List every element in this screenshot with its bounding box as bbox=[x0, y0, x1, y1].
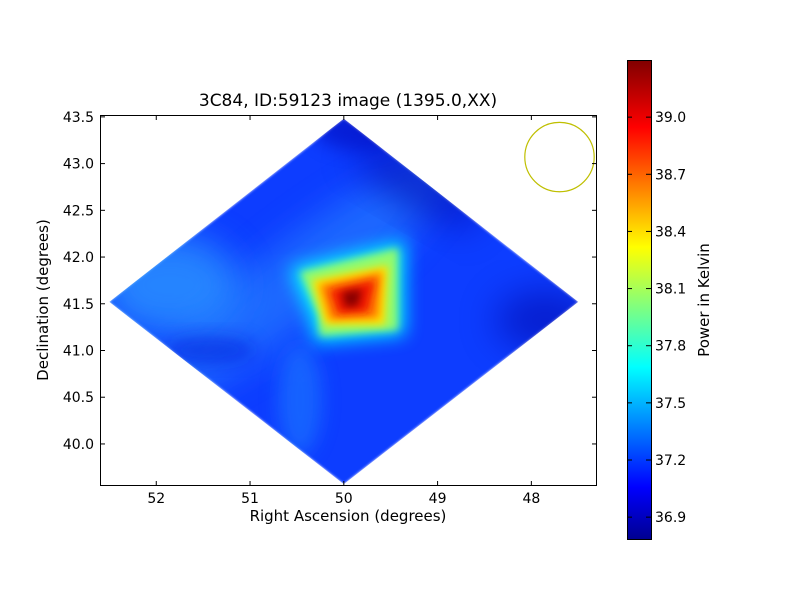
heat-blob bbox=[165, 336, 255, 364]
colorbar-frame bbox=[627, 60, 652, 540]
y-tick-label: 42.0 bbox=[63, 250, 94, 266]
colorbar-label: Power in Kelvin bbox=[695, 243, 713, 357]
colorbar bbox=[627, 60, 651, 540]
beam-circle bbox=[524, 121, 595, 193]
colorbar-tick-label: 38.7 bbox=[655, 167, 686, 183]
colorbar-tick-label: 38.4 bbox=[655, 224, 686, 240]
x-tick-label: 52 bbox=[147, 491, 165, 507]
colorbar-tick-label: 38.1 bbox=[655, 282, 686, 298]
y-tick-label: 40.0 bbox=[63, 437, 94, 453]
colorbar-tick-label: 37.2 bbox=[655, 453, 686, 469]
y-tick-label: 40.5 bbox=[63, 390, 94, 406]
heat-blob bbox=[358, 143, 482, 227]
colorbar-ticks: 36.9 37.2 37.5 37.8 38.1 38.4 38.7 39.0 bbox=[627, 110, 686, 526]
y-tick-label: 42.5 bbox=[63, 203, 94, 219]
y-tick-label: 43.5 bbox=[63, 110, 94, 126]
heat-blob bbox=[109, 235, 240, 335]
y-axis: 43.5 43.0 42.5 42.0 41.5 41.0 40.5 40.0 bbox=[63, 110, 597, 453]
x-axis: 52 51 50 49 48 bbox=[147, 115, 540, 507]
heatmap-image bbox=[109, 118, 595, 485]
y-tick-label: 41.5 bbox=[63, 297, 94, 313]
heat-core bbox=[342, 289, 362, 307]
chart-title: 3C84, ID:59123 image (1395.0,XX) bbox=[199, 91, 497, 111]
colorbar-tick-label: 37.8 bbox=[655, 339, 686, 355]
colorbar-tick-label: 37.5 bbox=[655, 396, 686, 412]
colorbar-tick-label: 39.0 bbox=[655, 110, 686, 126]
plot-frame bbox=[100, 115, 597, 486]
colorbar-tick-label: 36.9 bbox=[655, 510, 686, 526]
y-tick-label: 43.0 bbox=[63, 157, 94, 173]
x-tick-label: 51 bbox=[241, 491, 259, 507]
heat-blob bbox=[278, 345, 322, 455]
x-tick-label: 49 bbox=[429, 491, 447, 507]
heat-blob bbox=[495, 290, 579, 350]
x-tick-label: 50 bbox=[335, 491, 353, 507]
x-tick-label: 48 bbox=[522, 491, 540, 507]
x-axis-label: Right Ascension (degrees) bbox=[250, 507, 447, 525]
y-tick-label: 41.0 bbox=[63, 343, 94, 359]
y-axis-label: Declination (degrees) bbox=[34, 219, 52, 381]
